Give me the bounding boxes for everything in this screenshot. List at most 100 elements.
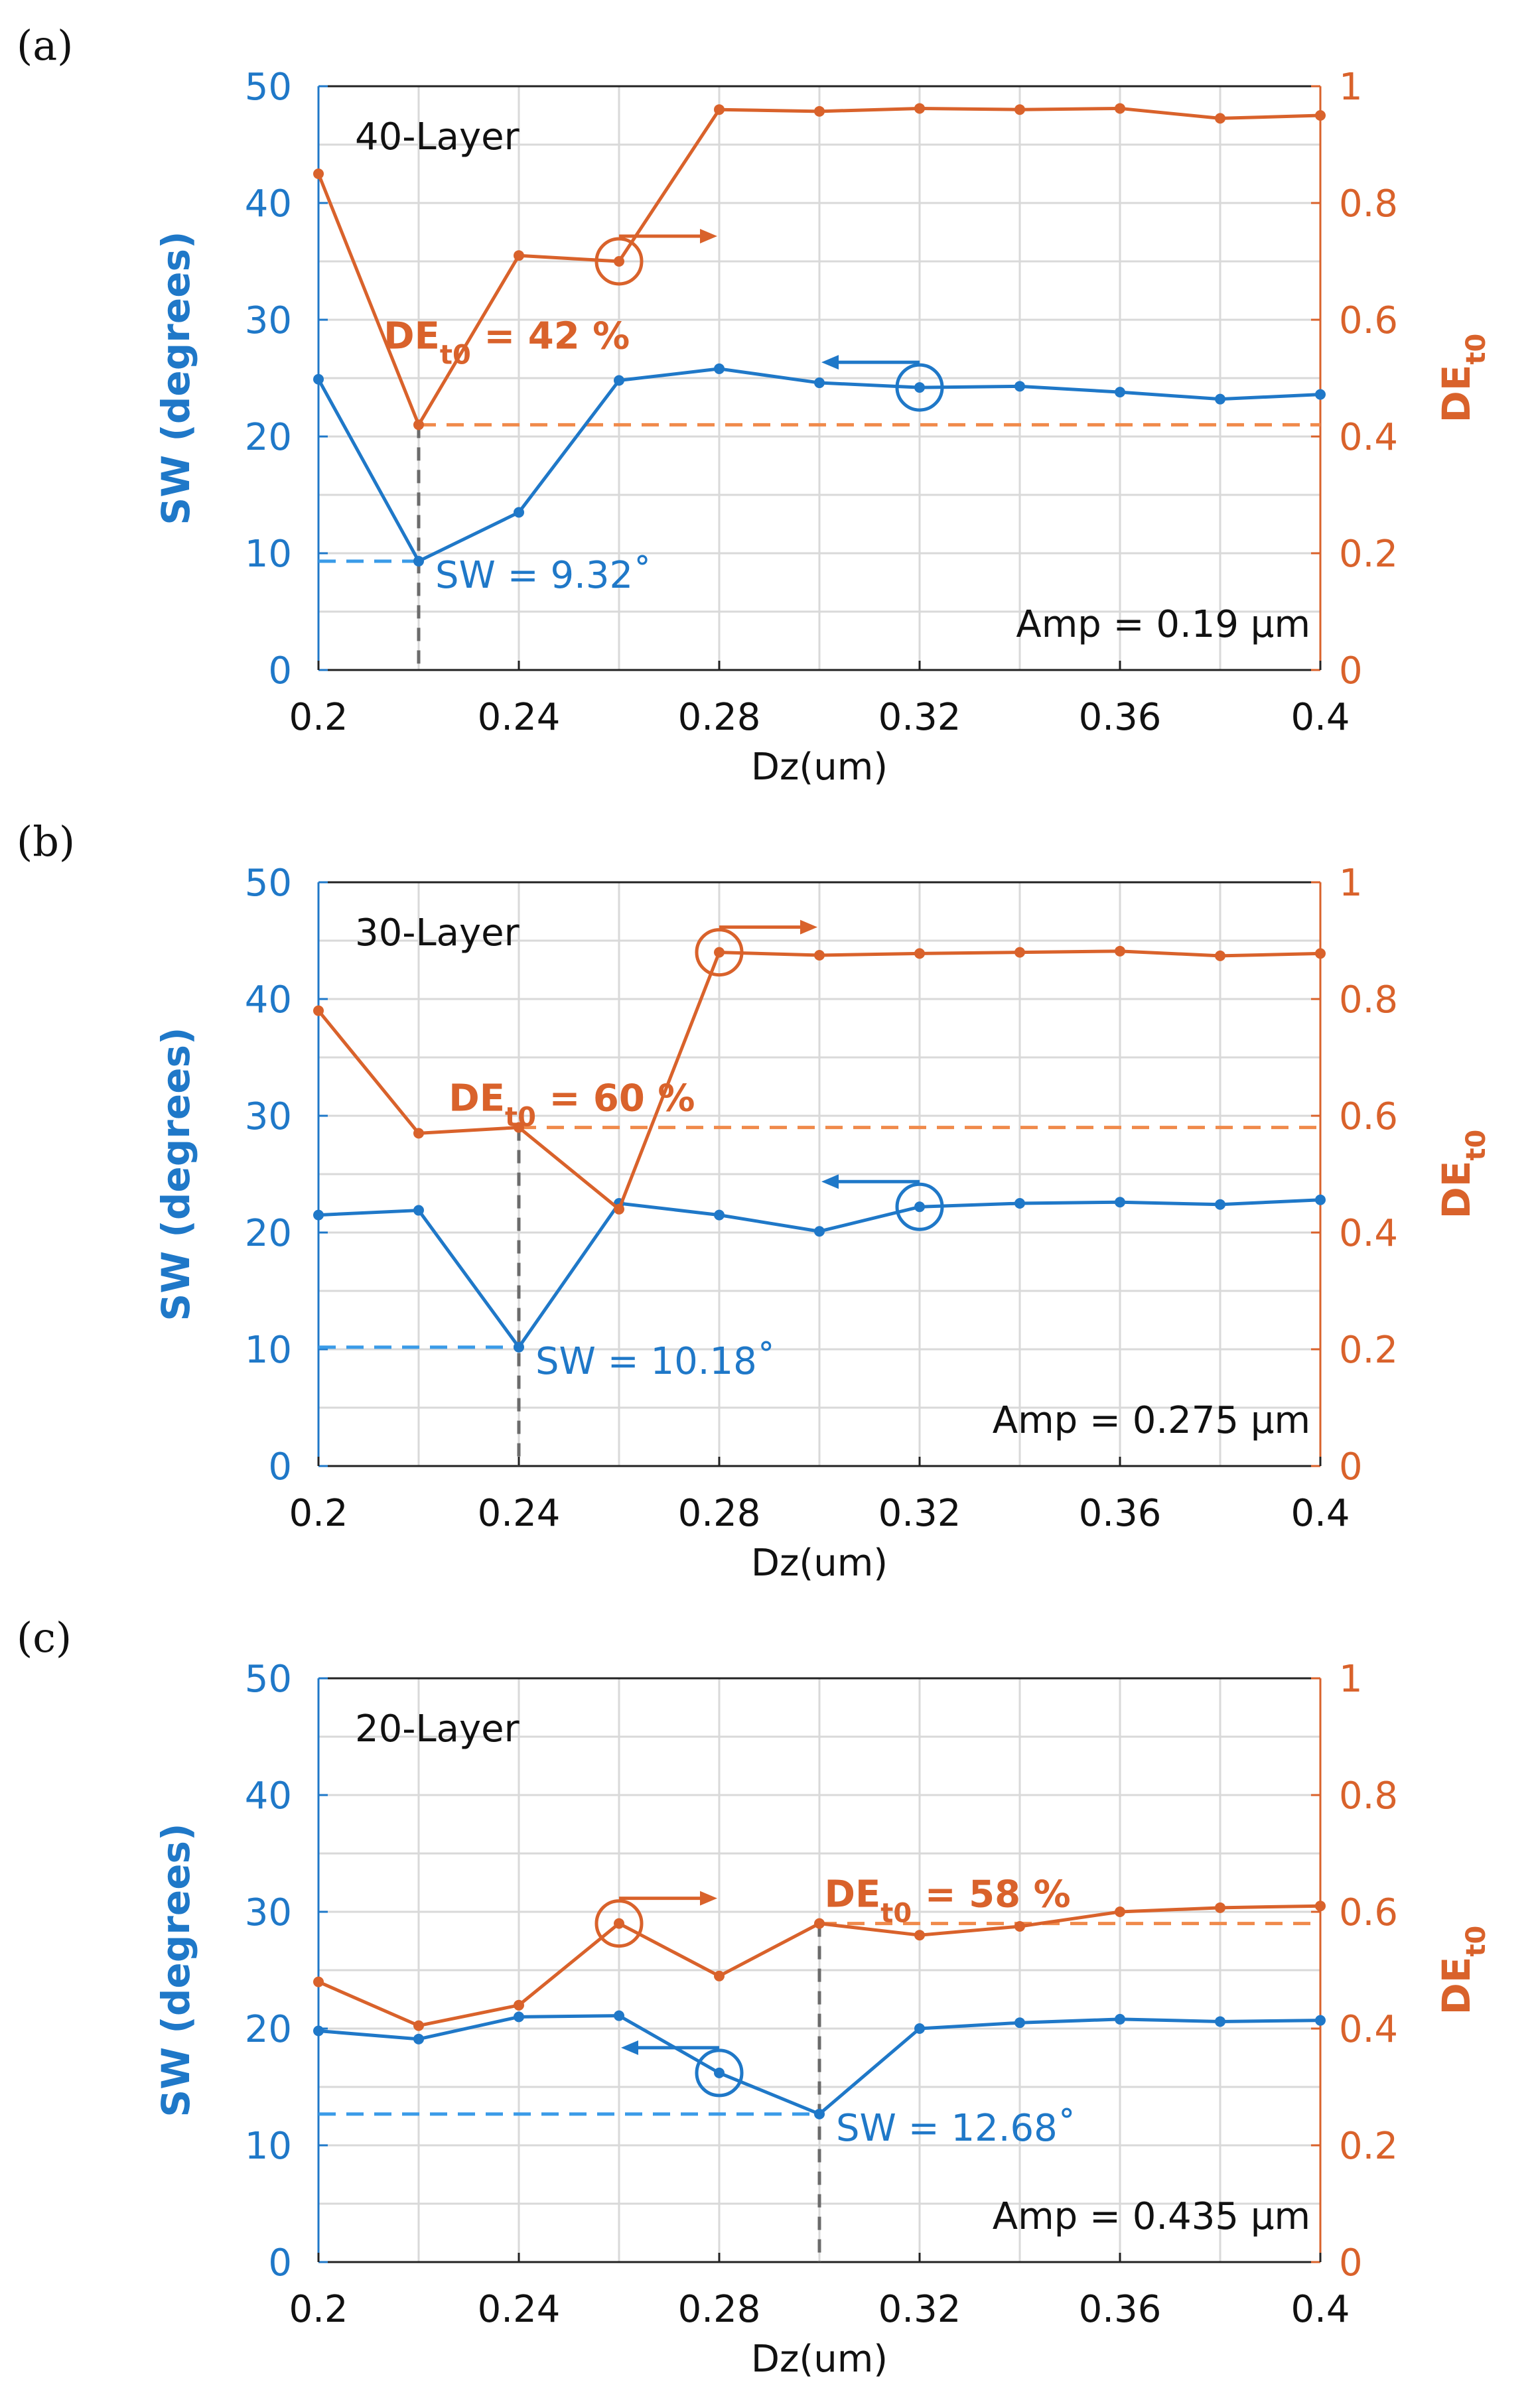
series-indicator-circle — [895, 1182, 944, 1231]
data-point-sw — [714, 1209, 725, 1221]
left-arrow-head — [621, 2040, 638, 2055]
left-tick-label: 40 — [245, 1774, 292, 1818]
left-tick-label: 20 — [245, 416, 292, 459]
data-point-det0 — [1115, 103, 1125, 114]
data-point-sw — [413, 2033, 424, 2044]
series-indicator-circle — [695, 928, 744, 977]
data-point-sw — [814, 2108, 825, 2119]
data-point-det0 — [614, 1203, 624, 1215]
data-point-sw — [313, 373, 324, 385]
x-tick-label: 0.4 — [1290, 696, 1350, 739]
de-annotation: DEt0 = 58 % — [825, 1873, 1071, 1929]
data-point-det0 — [1315, 1901, 1326, 1912]
amp-label: Amp = 0.435 μm — [993, 2195, 1310, 2238]
data-point-det0 — [413, 2020, 424, 2031]
right-tick-label: 0.6 — [1339, 299, 1398, 342]
layer-label: 30-Layer — [355, 911, 520, 955]
series-indicator-circle — [895, 363, 944, 412]
series-indicator-circle — [594, 1899, 644, 1948]
x-tick-label: 0.24 — [478, 1492, 561, 1535]
data-point-sw — [1215, 1199, 1225, 1210]
data-point-sw — [514, 2011, 524, 2023]
left-tick-label: 10 — [245, 533, 292, 576]
data-point-sw — [1014, 2017, 1025, 2029]
left-tick-label: 50 — [245, 66, 292, 109]
data-point-det0 — [1315, 110, 1326, 121]
right-tick-label: 0.2 — [1339, 533, 1398, 576]
data-point-sw — [814, 377, 825, 389]
y2-axis-title: DEt0 — [1434, 334, 1492, 423]
left-tick-label: 20 — [245, 2008, 292, 2051]
left-tick-label: 30 — [245, 1095, 292, 1138]
data-point-sw — [914, 382, 925, 393]
x-tick-label: 0.36 — [1079, 696, 1162, 739]
data-point-det0 — [614, 256, 624, 267]
x-tick-label: 0.2 — [289, 696, 348, 739]
data-point-det0 — [1014, 104, 1025, 115]
panel-label: (a) — [17, 21, 73, 70]
layer-label: 40-Layer — [355, 115, 520, 159]
data-point-det0 — [714, 947, 725, 958]
data-point-det0 — [413, 1128, 424, 1139]
x-tick-label: 0.24 — [478, 2288, 561, 2331]
data-point-sw — [1215, 393, 1225, 405]
x-axis-title: Dz(um) — [751, 1542, 888, 1585]
data-point-det0 — [814, 105, 825, 117]
left-tick-label: 30 — [245, 1891, 292, 1934]
right-tick-label: 0.8 — [1339, 978, 1398, 1022]
data-point-sw — [514, 507, 524, 518]
data-point-sw — [313, 1209, 324, 1221]
right-tick-label: 0.4 — [1339, 2008, 1398, 2051]
right-arrow-head — [700, 1891, 717, 1906]
right-arrow-head — [800, 919, 817, 935]
x-tick-label: 0.2 — [289, 1492, 348, 1535]
data-point-sw — [714, 363, 725, 374]
right-tick-label: 1 — [1339, 862, 1363, 905]
right-tick-label: 0.6 — [1339, 1891, 1398, 1934]
data-point-det0 — [1014, 947, 1025, 958]
data-point-det0 — [714, 104, 725, 115]
right-tick-label: 1 — [1339, 1658, 1363, 1701]
x-tick-label: 0.4 — [1290, 1492, 1350, 1535]
x-tick-label: 0.28 — [678, 2288, 761, 2331]
right-tick-label: 1 — [1339, 66, 1363, 109]
data-point-sw — [1315, 389, 1326, 400]
amp-label: Amp = 0.19 μm — [1016, 603, 1310, 646]
data-point-sw — [1014, 381, 1025, 392]
data-point-det0 — [1215, 113, 1225, 124]
data-point-det0 — [313, 1976, 324, 1987]
panel-label: (c) — [17, 1613, 72, 1662]
data-point-det0 — [1115, 1906, 1125, 1917]
x-tick-label: 0.4 — [1290, 2288, 1350, 2331]
left-tick-label: 40 — [245, 182, 292, 226]
data-point-det0 — [814, 950, 825, 961]
panel-label: (b) — [17, 817, 75, 866]
right-tick-label: 0.2 — [1339, 2125, 1398, 2168]
sw-annotation: SW = 9.32˚ — [435, 554, 652, 597]
x-axis-title: Dz(um) — [751, 746, 888, 789]
data-point-sw — [1115, 2013, 1125, 2025]
x-axis-title: Dz(um) — [751, 2338, 888, 2381]
data-point-sw — [1014, 1198, 1025, 1209]
series-indicator-circle — [695, 2048, 744, 2098]
amp-label: Amp = 0.275 μm — [993, 1399, 1310, 1442]
data-point-det0 — [1215, 1902, 1225, 1913]
data-point-det0 — [614, 1918, 624, 1929]
data-point-det0 — [1014, 1921, 1025, 1932]
left-arrow-head — [821, 355, 839, 370]
left-tick-label: 0 — [268, 2241, 292, 2285]
data-point-det0 — [914, 948, 925, 959]
x-tick-label: 0.28 — [678, 1492, 761, 1535]
data-point-sw — [1315, 1194, 1326, 1205]
data-point-sw — [614, 375, 624, 386]
data-point-sw — [914, 2023, 925, 2034]
data-point-sw — [514, 1341, 524, 1353]
data-point-det0 — [514, 250, 524, 261]
x-tick-label: 0.32 — [878, 696, 961, 739]
y-axis-title: SW (degrees) — [153, 231, 198, 525]
data-point-det0 — [1315, 948, 1326, 959]
y-axis-title: SW (degrees) — [153, 1823, 198, 2117]
